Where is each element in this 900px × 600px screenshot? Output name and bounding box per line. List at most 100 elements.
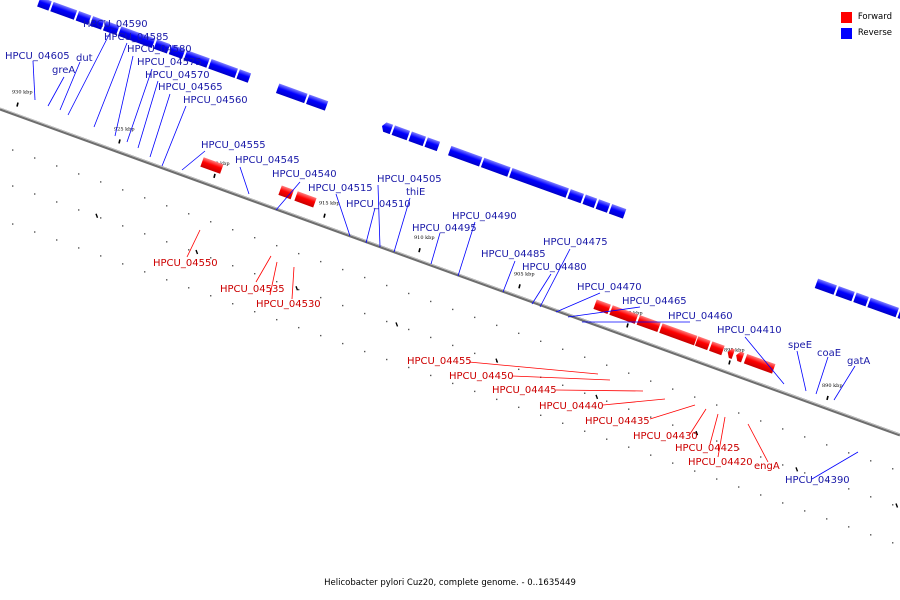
label-hpcu-04605[interactable]: HPCU_04605 (5, 51, 70, 62)
gene-hpcu-04585[interactable] (102, 20, 120, 36)
gene-hpcu-04440[interactable] (659, 323, 698, 346)
gene-hpcu-04435[interactable] (694, 336, 711, 351)
grid-dot (188, 287, 190, 289)
gene-hpcu-04560[interactable] (208, 59, 238, 78)
label-hpcu-04585[interactable]: HPCU_04585 (104, 32, 169, 43)
scale-tick (418, 247, 421, 253)
gene-hpcu-04475[interactable] (582, 194, 598, 209)
label-hpcu-04435[interactable]: HPCU_04435 (585, 416, 650, 427)
grid-dot (298, 252, 300, 255)
gene-hpcu-04480[interactable] (567, 189, 584, 204)
label-gata[interactable]: gatA (847, 356, 870, 367)
gene-hpcu-04465[interactable] (608, 204, 627, 219)
label-hpcu-04565[interactable]: HPCU_04565 (158, 82, 223, 93)
label-hpcu-04580[interactable]: HPCU_04580 (127, 44, 192, 55)
gene-hpcu-04495[interactable] (448, 145, 483, 167)
gene-hpcu-04510[interactable] (391, 125, 411, 141)
label-hpcu-04460[interactable]: HPCU_04460 (668, 311, 733, 322)
label-hpcu-04425[interactable]: HPCU_04425 (675, 443, 740, 454)
gene-dut[interactable] (75, 11, 92, 25)
label-hpcu-04545[interactable]: HPCU_04545 (235, 155, 300, 166)
grid-dot (78, 173, 80, 175)
gene-hpcu-04420[interactable] (734, 351, 745, 363)
label-hpcu-04535[interactable]: HPCU_04535 (220, 284, 285, 295)
gene-coae[interactable] (853, 292, 869, 307)
gene-gata[interactable] (867, 297, 899, 318)
label-hpcu-04530[interactable]: HPCU_04530 (256, 299, 321, 310)
label-hpcu-04560[interactable]: HPCU_04560 (183, 95, 248, 106)
label-hpcu-04440[interactable]: HPCU_04440 (539, 401, 604, 412)
label-hpcu-04480[interactable]: HPCU_04480 (522, 262, 587, 273)
label-dut[interactable]: dut (76, 53, 93, 64)
gene-hpcu-04605[interactable] (37, 0, 52, 11)
gene-thie[interactable] (424, 137, 441, 152)
gene-hpcu-04580[interactable] (117, 26, 156, 49)
label-hpcu-04410[interactable]: HPCU_04410 (717, 325, 782, 336)
label-enga[interactable]: engA (754, 461, 780, 472)
gene-hpcu-04470[interactable] (595, 199, 611, 213)
gene-hpcu-04545[interactable] (275, 83, 308, 104)
label-hpcu-04420[interactable]: HPCU_04420 (688, 457, 753, 468)
grid-dot (826, 518, 828, 520)
gene-hpcu-04410[interactable] (814, 278, 837, 295)
gene-hpcu-04430[interactable] (709, 341, 725, 356)
gene-hpcu-04565[interactable] (183, 50, 210, 68)
label-hpcu-04515[interactable]: HPCU_04515 (308, 183, 373, 194)
gene-hpcu-04505[interactable] (408, 131, 427, 147)
gene-hpcu-04575[interactable] (153, 39, 171, 54)
label-hpcu-04445[interactable]: HPCU_04445 (492, 385, 557, 396)
gene-enga[interactable] (743, 353, 776, 374)
label-hpcu-04540[interactable]: HPCU_04540 (272, 169, 337, 180)
label-thie[interactable]: thiE (406, 187, 425, 198)
gene-hpcu-04590[interactable] (89, 16, 105, 30)
grid-dot (496, 324, 498, 327)
gene-hpcu-04425[interactable] (726, 348, 736, 359)
grid-dot (474, 316, 476, 319)
label-hpcu-04465[interactable]: HPCU_04465 (622, 296, 687, 307)
label-hpcu-04510[interactable]: HPCU_04510 (346, 199, 411, 210)
label-spee[interactable]: speE (788, 340, 812, 351)
label-hpcu-04430[interactable]: HPCU_04430 (633, 431, 698, 442)
grid-dot (232, 265, 234, 267)
gene-grea[interactable] (50, 1, 78, 20)
gene-spee[interactable] (835, 286, 855, 302)
grid-dot (452, 308, 454, 311)
gene-hpcu-04550[interactable] (200, 157, 224, 174)
label-hpcu-04485[interactable]: HPCU_04485 (481, 249, 546, 260)
grid-dot (782, 464, 784, 466)
label-hpcu-04590[interactable]: HPCU_04590 (83, 19, 148, 30)
label-hpcu-04490[interactable]: HPCU_04490 (452, 211, 517, 222)
gene-hpcu-04455[interactable] (593, 299, 611, 315)
gene-hpcu-04535[interactable] (278, 185, 295, 200)
grid-dot (144, 271, 146, 273)
grid-dot (254, 311, 256, 313)
label-hpcu-04555[interactable]: HPCU_04555 (201, 140, 266, 151)
gene-hpcu-04530[interactable] (294, 191, 317, 208)
label-hpcu-04570[interactable]: HPCU_04570 (145, 70, 210, 81)
gene-hpcu-04540[interactable] (306, 94, 329, 111)
gene-hpcu-04515[interactable] (380, 121, 394, 135)
label-hpcu-04505[interactable]: HPCU_04505 (377, 174, 442, 185)
gene-hpcu-04490[interactable] (480, 157, 511, 177)
grid-dot (474, 352, 476, 355)
grid-dot (606, 438, 608, 440)
gene-hpcu-04570[interactable] (168, 44, 186, 59)
grid-dot (254, 237, 256, 239)
gene-hpcu-04485[interactable] (509, 167, 569, 198)
grid-dot (210, 257, 212, 259)
label-grea[interactable]: greA (52, 65, 75, 76)
label-hpcu-04455[interactable]: HPCU_04455 (407, 356, 472, 367)
label-hpcu-04495[interactable]: HPCU_04495 (412, 223, 477, 234)
label-hpcu-04390[interactable]: HPCU_04390 (785, 475, 850, 486)
label-hpcu-04470[interactable]: HPCU_04470 (577, 282, 642, 293)
grid-dot (892, 468, 894, 470)
label-hpcu-04575[interactable]: HPCU_04575 (137, 57, 202, 68)
scale-tick (518, 284, 521, 289)
gene-hpcu-04445[interactable] (636, 315, 661, 333)
label-hpcu-04450[interactable]: HPCU_04450 (449, 371, 514, 382)
label-hpcu-04475[interactable]: HPCU_04475 (543, 237, 608, 248)
label-coae[interactable]: coaE (817, 348, 841, 359)
grid-dot (694, 396, 696, 398)
label-hpcu-04550[interactable]: HPCU_04550 (153, 258, 218, 269)
gene-hpcu-04555[interactable] (236, 69, 252, 83)
